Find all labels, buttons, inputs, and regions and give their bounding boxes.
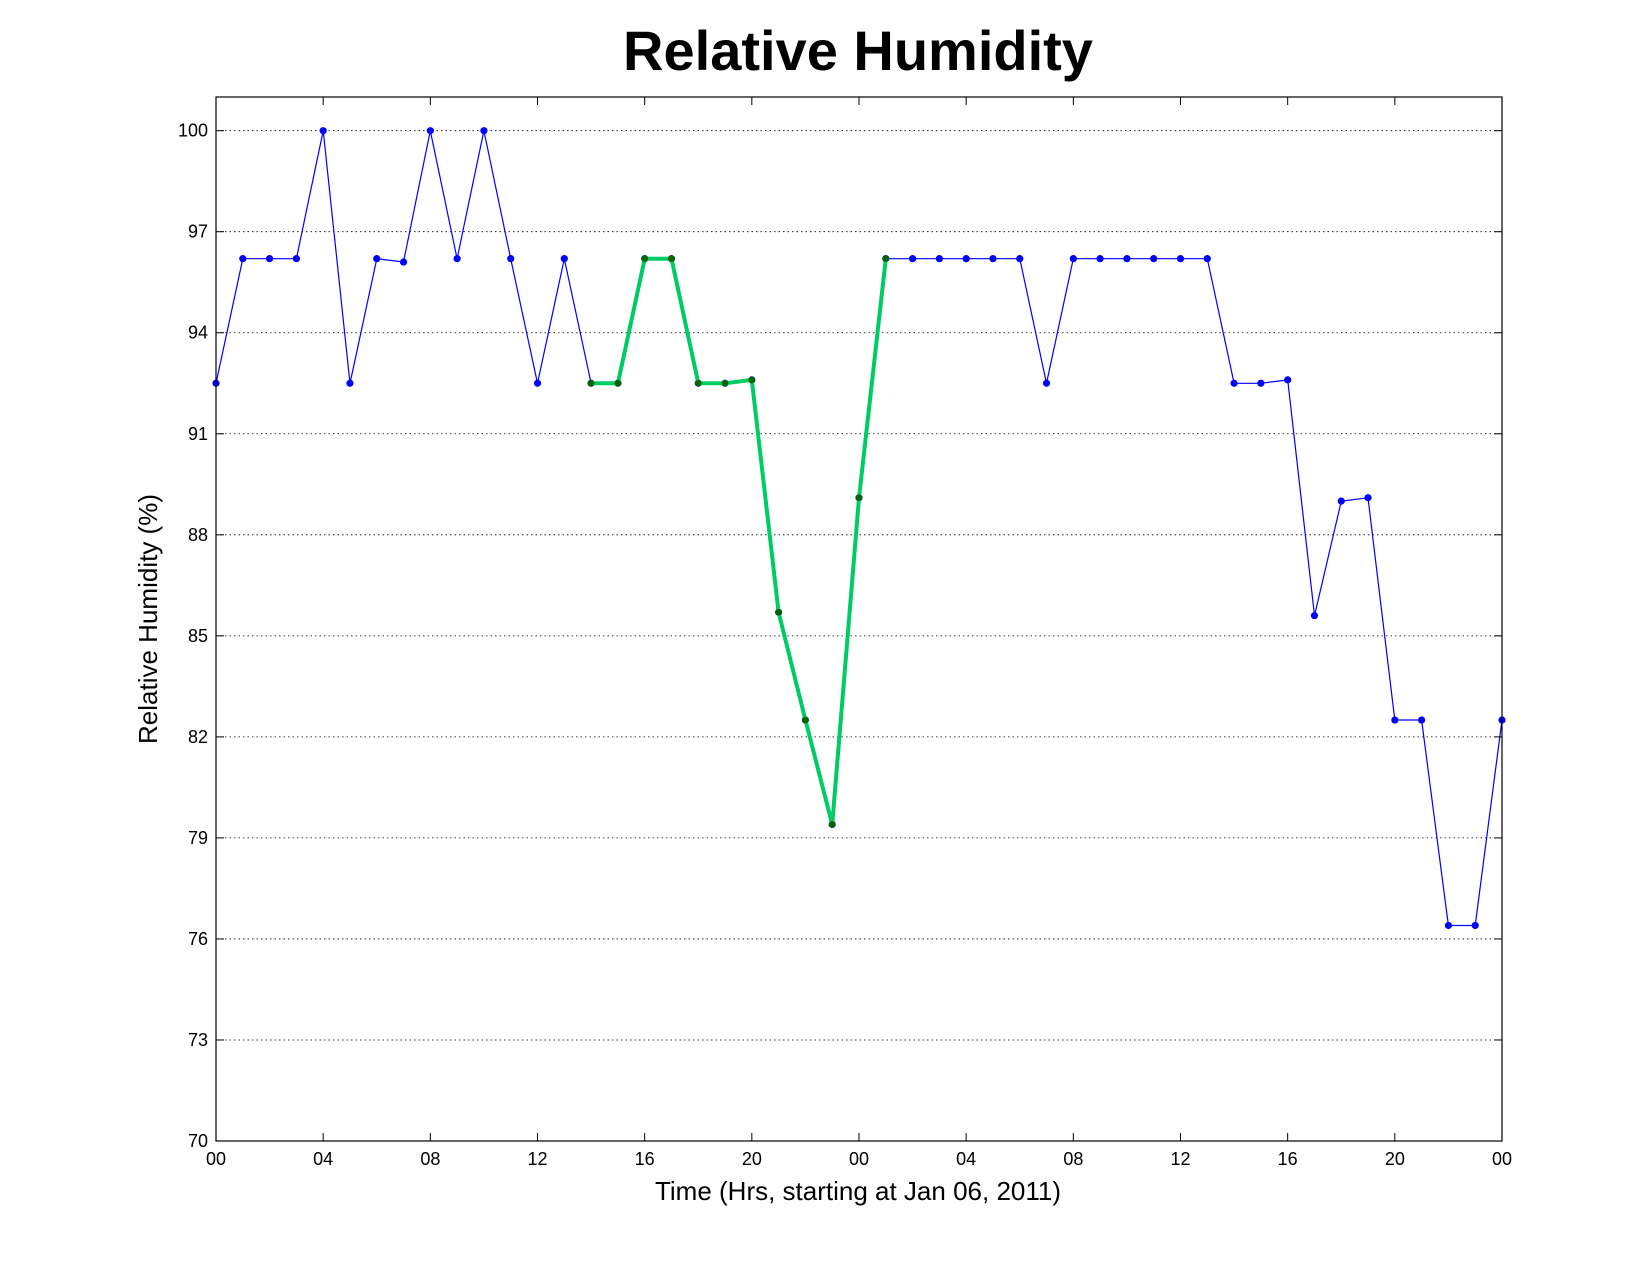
plot-area-frame — [215, 96, 1503, 1142]
y-tick-label: 100 — [178, 121, 208, 141]
data-point — [1364, 494, 1372, 502]
data-point — [507, 255, 515, 263]
x-tick-label: 20 — [1385, 1149, 1405, 1169]
x-tick-label: 04 — [313, 1149, 333, 1169]
series-1 — [587, 255, 890, 828]
data-point — [399, 258, 408, 266]
data-point — [1203, 255, 1211, 263]
y-tick-label: 70 — [188, 1131, 208, 1151]
y-tick-label: 97 — [188, 222, 208, 242]
data-point — [908, 255, 917, 263]
data-point — [1310, 612, 1319, 620]
data-point — [1337, 497, 1345, 505]
data-point — [641, 255, 649, 263]
data-point — [721, 379, 729, 387]
data-point — [292, 255, 300, 263]
data-point — [1418, 716, 1426, 724]
data-point — [1284, 376, 1292, 384]
data-point — [373, 255, 381, 263]
y-axis-label: Relative Humidity (%) — [133, 494, 163, 744]
ticks-layer: 70 73 76 79 82 85 88 91 94 97 100 00 04 08 12 16 20 00 04 0… — [178, 97, 1512, 1169]
data-point — [346, 379, 354, 387]
y-tick-label: 94 — [188, 323, 208, 343]
x-tick-label: 12 — [527, 1149, 547, 1169]
x-axis-label: Time (Hrs, starting at Jan 06, 2011) — [655, 1176, 1061, 1206]
y-tick-label: 73 — [188, 1030, 208, 1050]
x-tick-label: 16 — [635, 1149, 655, 1169]
y-tick-label: 91 — [188, 424, 208, 444]
y-tick-label: 76 — [188, 929, 208, 949]
data-point — [560, 255, 568, 263]
data-point — [802, 716, 809, 724]
grid — [216, 130, 1502, 1041]
data-point — [935, 255, 943, 263]
x-tick-label: 20 — [742, 1149, 762, 1169]
y-tick-label: 88 — [188, 525, 208, 545]
series-line — [215, 130, 1503, 927]
chart-title: Relative Humidity — [623, 19, 1093, 82]
data-point — [962, 255, 970, 263]
data-point — [480, 127, 488, 135]
data-point — [1069, 255, 1077, 263]
data-point — [239, 255, 247, 263]
series-0 — [212, 127, 1506, 930]
x-tick-label: 12 — [1170, 1149, 1190, 1169]
data-point — [775, 608, 783, 616]
data-point — [453, 255, 461, 263]
data-point — [319, 127, 327, 135]
y-tick-label: 79 — [188, 828, 208, 848]
data-point — [1096, 255, 1104, 263]
data-point — [1042, 379, 1051, 387]
data-point — [426, 127, 434, 135]
data-point — [882, 255, 890, 263]
data-point — [694, 379, 702, 387]
data-point — [1176, 255, 1185, 263]
data-point — [1257, 379, 1265, 387]
data-point — [1123, 255, 1131, 263]
data-point — [989, 255, 997, 263]
series-layer — [212, 127, 1506, 930]
data-point — [828, 821, 836, 828]
data-point — [855, 494, 863, 502]
data-point — [533, 379, 542, 387]
data-point — [587, 379, 595, 387]
data-point — [1150, 255, 1158, 263]
data-point — [1230, 379, 1238, 387]
x-tick-label: 00 — [1492, 1149, 1512, 1169]
data-point — [265, 255, 274, 263]
y-tick-label: 85 — [188, 626, 208, 646]
data-point — [1016, 255, 1024, 263]
x-tick-label: 16 — [1278, 1149, 1298, 1169]
data-point — [1444, 921, 1453, 930]
x-tick-label: 00 — [206, 1149, 226, 1169]
data-point — [668, 255, 675, 263]
data-point — [748, 376, 756, 384]
x-tick-label: 04 — [956, 1149, 976, 1169]
y-tick-label: 82 — [188, 727, 208, 747]
x-tick-label: 00 — [849, 1149, 869, 1169]
data-point — [614, 379, 622, 387]
x-tick-label: 08 — [420, 1149, 440, 1169]
x-tick-label: 08 — [1063, 1149, 1083, 1169]
series-line — [589, 256, 888, 827]
data-point — [1471, 921, 1479, 930]
data-point — [1391, 716, 1399, 724]
